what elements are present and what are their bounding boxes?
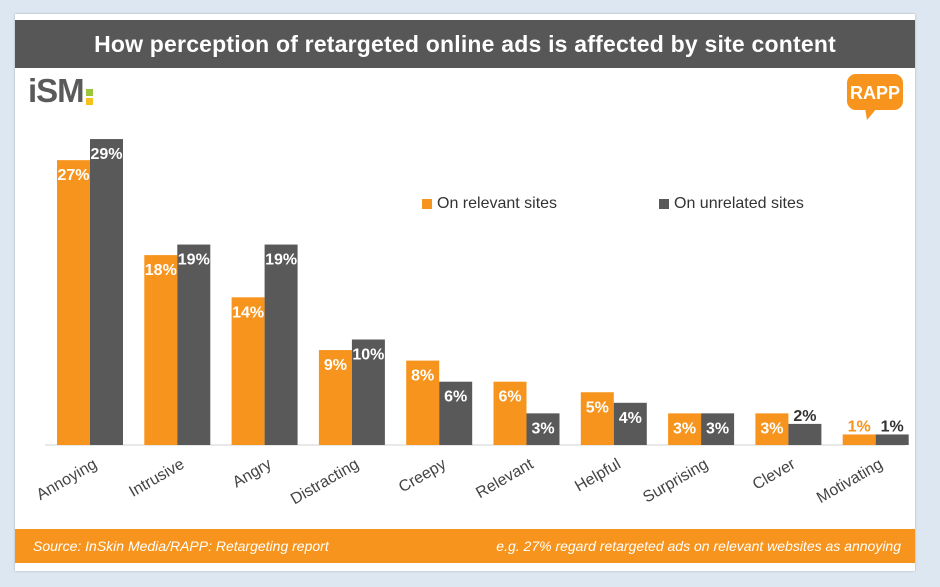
data-label-relevant-relevant: 6%: [498, 389, 521, 406]
data-label-relevant-distracting: 9%: [324, 357, 347, 374]
category-label-relevant: Relevant: [473, 455, 537, 502]
legend-label-unrelated: On unrelated sites: [674, 195, 804, 212]
ism-logo: iSM: [28, 72, 93, 110]
chart-card: How perception of retargeted online ads …: [15, 14, 915, 571]
category-label-intrusive: Intrusive: [126, 456, 187, 501]
category-label-angry: Angry: [230, 456, 275, 492]
legend-swatch-unrelated: [659, 199, 669, 209]
bar-unrelated-helpful: [613, 402, 647, 445]
bar-relevant-helpful: [580, 392, 614, 445]
bar-unrelated-clever: [788, 423, 822, 445]
data-label-unrelated-helpful: 4%: [619, 410, 642, 427]
data-label-unrelated-clever: 2%: [793, 408, 816, 425]
bar-relevant-distracting: [318, 350, 352, 445]
bar-unrelated-surprising: [701, 413, 735, 445]
category-label-annoying: Annoying: [34, 456, 100, 504]
data-label-unrelated-angry: 19%: [265, 252, 297, 269]
legend-item-unrelated: On unrelated sites: [659, 195, 804, 213]
category-label-helpful: Helpful: [572, 456, 624, 496]
bar-relevant-annoying: [57, 160, 90, 445]
rapp-logo-text: RAPP: [850, 83, 900, 103]
data-label-unrelated-annoying: 29%: [90, 146, 122, 163]
bar-unrelated-angry: [264, 244, 298, 445]
bar-chart: 27%29%Annoying18%19%Intrusive14%19%Angry…: [34, 139, 909, 509]
category-label-distracting: Distracting: [288, 456, 362, 509]
legend-item-relevant: On relevant sites: [422, 195, 557, 213]
bar-unrelated-intrusive: [177, 244, 211, 445]
data-label-relevant-helpful: 5%: [586, 399, 609, 416]
data-label-relevant-surprising: 3%: [673, 420, 696, 437]
bar-relevant-clever: [755, 413, 789, 445]
data-label-relevant-annoying: 27%: [57, 167, 89, 184]
bar-unrelated-annoying: [90, 139, 123, 446]
category-label-clever: Clever: [750, 455, 799, 493]
rapp-logo: RAPP: [847, 74, 903, 120]
data-label-unrelated-creepy: 6%: [444, 389, 467, 406]
data-label-relevant-intrusive: 18%: [145, 262, 177, 279]
ism-logo-text: iSM: [28, 72, 85, 109]
data-label-relevant-clever: 3%: [760, 420, 783, 437]
bar-relevant-angry: [231, 297, 265, 445]
data-label-unrelated-intrusive: 19%: [178, 252, 210, 269]
bar-relevant-surprising: [668, 413, 702, 445]
data-label-unrelated-relevant: 3%: [531, 420, 554, 437]
bar-unrelated-motivating: [875, 434, 909, 445]
data-label-unrelated-distracting: 10%: [352, 347, 384, 364]
footer-note: e.g. 27% regard retargeted ads on releva…: [496, 538, 901, 554]
data-label-unrelated-motivating: 1%: [881, 418, 904, 435]
bar-relevant-creepy: [406, 360, 440, 445]
legend-label-relevant: On relevant sites: [437, 195, 558, 212]
chart-title: How perception of retargeted online ads …: [94, 30, 836, 57]
category-label-motivating: Motivating: [814, 456, 886, 507]
bar-unrelated-relevant: [526, 413, 560, 445]
ism-logo-squares: [84, 89, 93, 105]
bar-unrelated-creepy: [439, 381, 473, 445]
footer-bar: Source: InSkin Media/RAPP: Retargeting r…: [15, 529, 915, 563]
title-bar: How perception of retargeted online ads …: [15, 20, 915, 68]
bar-relevant-motivating: [842, 434, 876, 445]
bar-relevant-intrusive: [144, 255, 178, 445]
bar-relevant-relevant: [493, 381, 527, 445]
data-label-relevant-motivating: 1%: [848, 418, 871, 435]
data-label-unrelated-surprising: 3%: [706, 420, 729, 437]
legend-swatch-relevant: [422, 199, 432, 209]
data-label-relevant-creepy: 8%: [411, 368, 434, 385]
category-label-creepy: Creepy: [396, 456, 449, 497]
bar-unrelated-distracting: [351, 339, 385, 445]
footer-source: Source: InSkin Media/RAPP: Retargeting r…: [33, 538, 329, 554]
data-label-relevant-angry: 14%: [232, 304, 264, 321]
category-label-surprising: Surprising: [640, 456, 711, 507]
